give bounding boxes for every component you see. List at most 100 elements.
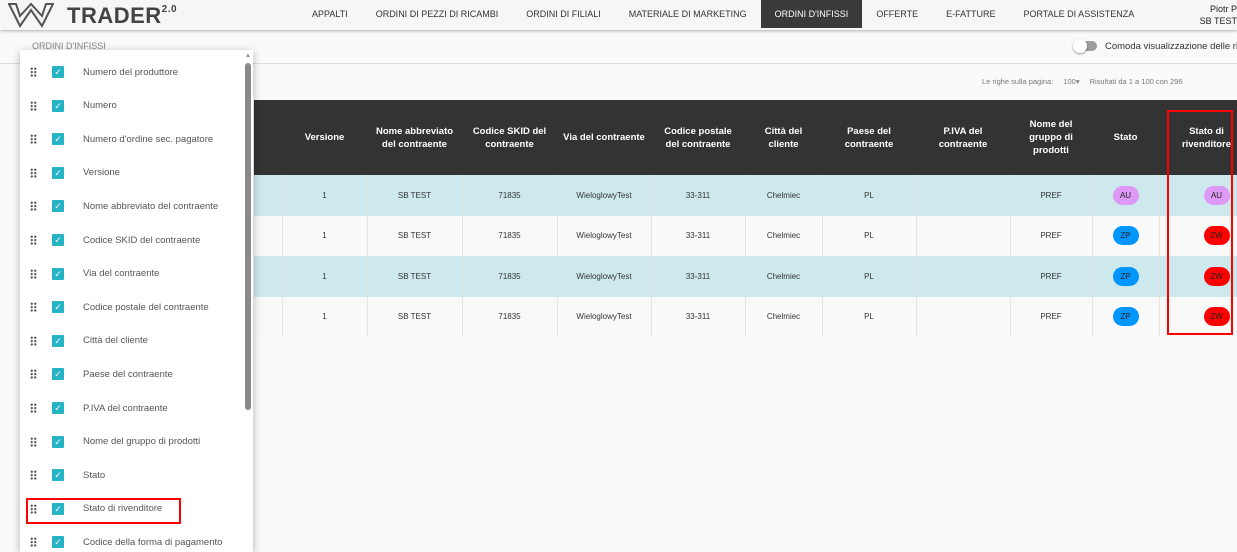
column-header[interactable]: Città del cliente bbox=[745, 100, 822, 175]
drag-handle-icon[interactable] bbox=[30, 167, 37, 178]
checkbox-checked[interactable]: ✓ bbox=[52, 301, 64, 314]
column-option-label: Versione bbox=[83, 167, 120, 179]
drag-handle-icon[interactable] bbox=[30, 235, 37, 245]
nav-tab-7[interactable]: PORTALE DI ASSISTENZA bbox=[1023, 9, 1135, 19]
drag-handle-icon[interactable] bbox=[30, 302, 37, 313]
column-header[interactable]: Via del contraente bbox=[557, 100, 651, 175]
checkbox-checked[interactable]: ✓ bbox=[52, 502, 64, 515]
table-row[interactable]: 1 SB TEST 71835 WieloglowyTest 33-311 Chelmie… bbox=[254, 215, 1237, 256]
drag-handle-icon[interactable] bbox=[30, 335, 37, 346]
cell-piva bbox=[916, 296, 1011, 337]
cell-stato: ZP bbox=[1092, 256, 1160, 297]
user-info[interactable]: Piotr P SB TEST bbox=[1199, 4, 1237, 26]
checkbox-checked[interactable]: ✓ bbox=[52, 166, 64, 179]
checkbox-checked[interactable]: ✓ bbox=[52, 368, 64, 381]
status-badge: ZW bbox=[1203, 266, 1230, 286]
column-option[interactable]: ✓ Codice SKID del contraente bbox=[20, 230, 240, 250]
column-option[interactable]: ✓ P.IVA del contraente bbox=[20, 398, 240, 418]
cell-paese: PL bbox=[822, 215, 917, 256]
column-header[interactable]: Paese del contraente bbox=[822, 100, 916, 175]
checkbox-checked[interactable]: ✓ bbox=[52, 200, 64, 213]
column-option-label: Nome abbreviato del contraente bbox=[83, 200, 219, 212]
nav-tab-2[interactable]: ORDINI DI FILIALI bbox=[526, 9, 601, 19]
column-option[interactable]: ✓ Numero d'ordine sec. pagatore bbox=[20, 129, 240, 149]
column-option[interactable]: ✓ Via del contraente bbox=[20, 264, 240, 284]
nav-tab-3[interactable]: MATERIALE DI MARKETING bbox=[628, 9, 747, 19]
cell-piva bbox=[916, 175, 1011, 216]
comfort-view-label: Comoda visualizzazione delle rig bbox=[1105, 41, 1237, 52]
nav-tab-6[interactable]: E-FATTURE bbox=[946, 9, 996, 19]
scroll-up-arrow-icon[interactable]: ▲ bbox=[245, 53, 251, 59]
drag-handle-icon[interactable] bbox=[30, 403, 37, 413]
column-header[interactable]: Codice SKID del contraente bbox=[462, 100, 557, 175]
table-row[interactable]: 1 SB TEST 71835 WieloglowyTest 33-311 Chelmie… bbox=[254, 296, 1237, 337]
column-header[interactable] bbox=[254, 100, 282, 175]
column-header[interactable]: Stato bbox=[1092, 100, 1159, 175]
status-badge: ZP bbox=[1112, 266, 1139, 286]
drag-handle-icon[interactable] bbox=[30, 470, 37, 481]
column-option-label: Città del cliente bbox=[83, 335, 148, 347]
cell-versione: 1 bbox=[282, 296, 368, 337]
nav-tab-0[interactable]: APPALTI bbox=[312, 9, 348, 19]
column-option[interactable]: ✓ Nome del gruppo di prodotti bbox=[20, 432, 240, 452]
column-option[interactable]: ✓ Versione bbox=[20, 163, 240, 183]
column-option[interactable]: ✓ Stato di rivenditore bbox=[20, 499, 240, 519]
drag-handle-icon[interactable] bbox=[30, 201, 37, 212]
checkbox-checked[interactable]: ✓ bbox=[52, 66, 64, 78]
rows-per-page-select[interactable]: 100▾ bbox=[1063, 77, 1080, 86]
drag-handle-icon[interactable] bbox=[30, 100, 37, 111]
column-option-label: Numero del produttore bbox=[83, 66, 179, 78]
column-option-label: P.IVA del contraente bbox=[83, 402, 168, 414]
column-header[interactable]: Nome abbreviato del contraente bbox=[367, 100, 462, 175]
column-option[interactable]: ✓ Numero del produttore bbox=[20, 62, 240, 82]
checkbox-checked[interactable]: ✓ bbox=[52, 267, 64, 280]
cell-gruppo: PREF bbox=[1010, 296, 1093, 337]
drag-handle-icon[interactable] bbox=[30, 67, 37, 77]
checkbox-checked[interactable]: ✓ bbox=[52, 99, 64, 112]
checkbox-checked[interactable]: ✓ bbox=[52, 334, 64, 347]
checkbox-checked[interactable]: ✓ bbox=[52, 469, 64, 482]
column-header[interactable]: Versione bbox=[282, 100, 367, 175]
column-option-label: Codice della forma di pagamento bbox=[83, 536, 223, 548]
column-option[interactable]: ✓ Stato bbox=[20, 465, 240, 485]
checkbox-checked[interactable]: ✓ bbox=[52, 536, 64, 549]
checkbox-checked[interactable]: ✓ bbox=[52, 234, 64, 246]
column-option[interactable]: ✓ Codice postale del contraente bbox=[20, 297, 240, 317]
drag-handle-icon[interactable] bbox=[30, 369, 37, 380]
cell-stato_riv: ZW bbox=[1159, 215, 1237, 256]
column-option[interactable]: ✓ Nome abbreviato del contraente bbox=[20, 196, 240, 216]
column-option[interactable]: ✓ Paese del contraente bbox=[20, 364, 240, 384]
cell-stato_riv: ZW bbox=[1159, 296, 1237, 337]
nav-tab-1[interactable]: ORDINI DI PEZZI DI RICAMBI bbox=[375, 9, 499, 19]
nav-tab-4[interactable]: ORDINI D'INFISSI bbox=[760, 0, 863, 28]
orders-table: Versione Nome abbreviato del contraente Co… bbox=[254, 100, 1237, 337]
column-header[interactable]: Codice postale del contraente bbox=[651, 100, 745, 175]
drag-handle-icon[interactable] bbox=[30, 436, 37, 447]
table-row[interactable]: 1 SB TEST 71835 WieloglowyTest 33-311 Chelmie… bbox=[254, 256, 1237, 297]
column-header[interactable]: Stato di rivenditore bbox=[1159, 100, 1237, 175]
nav-tab-5[interactable]: OFFERTE bbox=[876, 9, 919, 19]
drag-handle-icon[interactable] bbox=[30, 503, 37, 514]
drag-handle-icon[interactable] bbox=[30, 134, 37, 145]
cell-gruppo: PREF bbox=[1010, 175, 1093, 216]
checkbox-checked[interactable]: ✓ bbox=[52, 435, 64, 448]
comfort-view-toggle[interactable] bbox=[1073, 39, 1097, 53]
cell-stato: AU bbox=[1092, 175, 1160, 216]
column-header[interactable]: Nome del gruppo di prodotti bbox=[1010, 100, 1092, 175]
drag-handle-icon[interactable] bbox=[30, 268, 37, 279]
column-option-label: Codice postale del contraente bbox=[83, 301, 209, 313]
column-option[interactable]: ✓ Città del cliente bbox=[20, 331, 240, 351]
checkbox-checked[interactable]: ✓ bbox=[52, 133, 64, 146]
column-option-label: Stato di rivenditore bbox=[83, 503, 163, 515]
panel-scrollbar[interactable] bbox=[245, 63, 251, 410]
column-header[interactable]: P.IVA del contraente bbox=[916, 100, 1010, 175]
cell-skid: 71835 bbox=[462, 215, 558, 256]
column-option-label: Stato bbox=[83, 469, 106, 481]
checkbox-checked[interactable]: ✓ bbox=[52, 402, 64, 414]
column-option[interactable]: ✓ Codice della forma di pagamento bbox=[20, 532, 240, 552]
cell-nome: SB TEST bbox=[367, 296, 463, 337]
column-option[interactable]: ✓ Numero bbox=[20, 96, 240, 116]
drag-handle-icon[interactable] bbox=[30, 537, 37, 548]
cell-via: WieloglowyTest bbox=[557, 256, 652, 297]
table-row[interactable]: 1 SB TEST 71835 WieloglowyTest 33-311 Chelmie… bbox=[254, 175, 1237, 216]
